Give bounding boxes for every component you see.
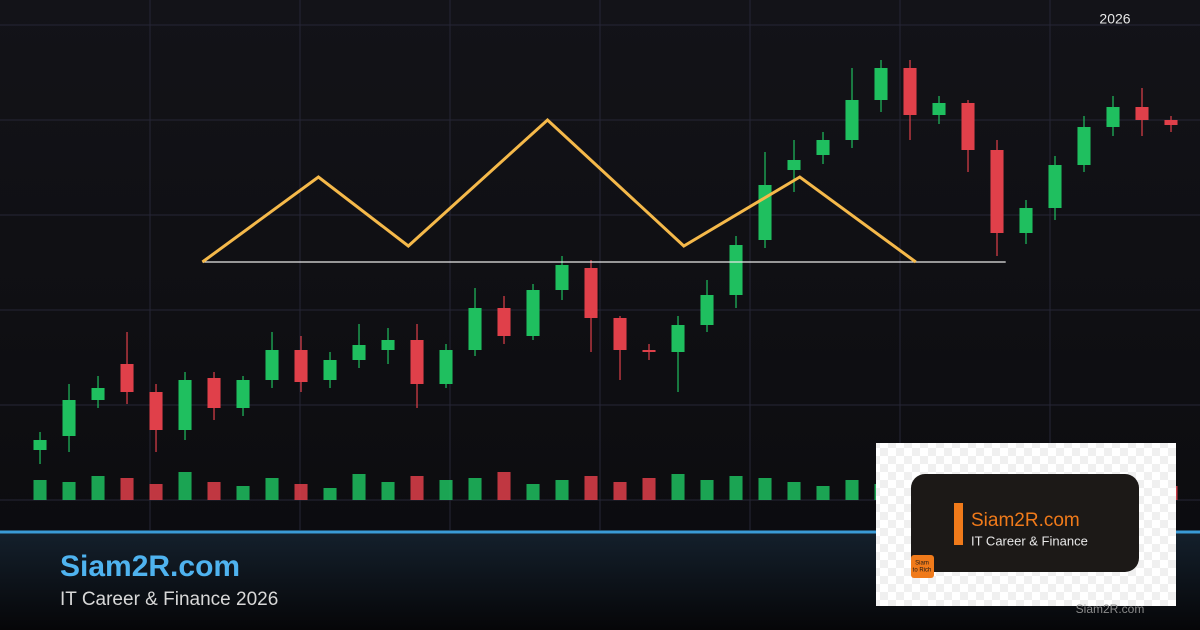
candle-body xyxy=(294,350,308,382)
candle-body xyxy=(990,150,1004,233)
candle-body xyxy=(613,318,627,350)
volume-bar xyxy=(294,484,308,500)
year: 2026 xyxy=(1099,11,1130,27)
logo-badge xyxy=(911,555,934,578)
volume-bar xyxy=(816,486,830,500)
candle-body xyxy=(1048,165,1062,208)
candle-body xyxy=(439,350,453,384)
candle-body xyxy=(816,140,830,155)
volume-bar xyxy=(236,486,250,500)
volume-bar xyxy=(729,476,743,500)
candle-body xyxy=(700,295,714,325)
volume-bar xyxy=(468,478,482,500)
candle-body xyxy=(33,440,47,450)
badge-text: Siam xyxy=(915,561,929,567)
candle-body xyxy=(1019,208,1033,233)
volume-bar xyxy=(62,482,76,500)
volume-bar xyxy=(323,488,337,500)
candle-body xyxy=(526,290,540,336)
candle-body xyxy=(497,308,511,336)
volume-bar xyxy=(120,478,134,500)
volume-bar xyxy=(758,478,772,500)
candle-body xyxy=(584,268,598,318)
volume-bar xyxy=(207,482,221,500)
candle-body xyxy=(1135,107,1149,120)
logo-subtitle: IT Career & Finance xyxy=(971,533,1088,548)
grid xyxy=(0,0,1200,530)
volume-bar xyxy=(439,480,453,500)
candle-body xyxy=(381,340,395,350)
candle-body xyxy=(207,378,221,408)
volume-bar xyxy=(497,472,511,500)
candle-body xyxy=(961,103,975,150)
volume-bar xyxy=(265,478,279,500)
volume-bar xyxy=(410,476,424,500)
volume-bar xyxy=(671,474,685,500)
candle-body xyxy=(265,350,279,380)
volume-bar xyxy=(555,480,569,500)
volume-bar xyxy=(584,476,598,500)
candle-body xyxy=(787,160,801,170)
candle-body xyxy=(62,400,76,436)
candle-body xyxy=(642,350,656,352)
candle-body xyxy=(410,340,424,384)
candle-body xyxy=(1106,107,1120,127)
logo-bar xyxy=(954,503,963,545)
candle-body xyxy=(352,345,366,360)
volume-bar xyxy=(845,480,859,500)
badge-text: to Rich xyxy=(913,568,932,574)
logo-panel xyxy=(911,474,1139,572)
volume-bar xyxy=(381,482,395,500)
candle-body xyxy=(178,380,192,430)
volume-bar xyxy=(91,476,105,500)
volume-bar xyxy=(526,484,540,500)
candle-body xyxy=(1077,127,1091,165)
volume-bar xyxy=(352,474,366,500)
candle-body xyxy=(91,388,105,400)
pattern-line xyxy=(201,117,917,264)
candle-body xyxy=(468,308,482,350)
logo-title: Siam2R.com xyxy=(971,510,1080,531)
candle-body xyxy=(120,364,134,392)
volume-bar xyxy=(149,484,163,500)
volume-bar xyxy=(33,480,47,500)
volume-bar xyxy=(178,472,192,500)
candle-body xyxy=(671,325,685,352)
candle-body xyxy=(236,380,250,408)
candle-body xyxy=(555,265,569,290)
volume-bar xyxy=(787,482,801,500)
volume-bar xyxy=(613,482,627,500)
volume-bar xyxy=(700,480,714,500)
watermark: Siam2R.com xyxy=(1076,602,1145,616)
candle-body xyxy=(845,100,859,140)
candle-body xyxy=(323,360,337,380)
candle-body xyxy=(932,103,946,115)
logo-card: Siam2R.com IT Career & Finance Siam to R… xyxy=(876,443,1176,606)
brand-subtitle: IT Career & Finance 2026 xyxy=(60,589,278,610)
candle-body xyxy=(729,245,743,295)
candle-body xyxy=(1164,120,1178,125)
brand-title: Siam2R.com xyxy=(60,550,240,583)
volume-bar xyxy=(642,478,656,500)
candle-body xyxy=(149,392,163,430)
candles xyxy=(33,60,1178,464)
candle-body xyxy=(903,68,917,115)
candle-body xyxy=(874,68,888,100)
